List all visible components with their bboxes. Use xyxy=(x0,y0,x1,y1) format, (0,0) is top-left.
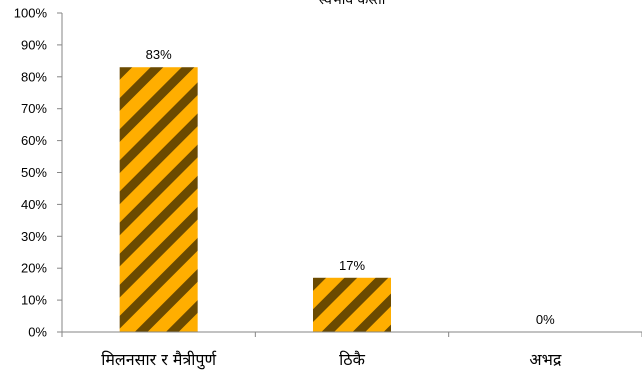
y-tick-label: 50% xyxy=(21,165,47,180)
y-tick-label: 80% xyxy=(21,69,47,84)
category-label: ठिकै xyxy=(339,350,365,369)
bars xyxy=(119,67,391,332)
y-tick-label: 100% xyxy=(14,6,48,21)
y-tick-label: 40% xyxy=(21,197,47,212)
chart-title: स्वभाव कस्तो xyxy=(319,0,386,8)
y-tick-label: 30% xyxy=(21,229,47,244)
data-label: 83% xyxy=(146,47,172,62)
category-label: मिलनसार र मैत्रीपुर्ण xyxy=(101,350,217,370)
y-tick-label: 10% xyxy=(21,293,47,308)
y-tick-label: 90% xyxy=(21,37,47,52)
data-label: 0% xyxy=(536,312,555,327)
bar xyxy=(119,67,198,332)
y-tick-label: 60% xyxy=(21,133,47,148)
category-labels: मिलनसार र मैत्रीपुर्ण ठिकै अभद्र xyxy=(101,350,562,370)
y-axis-ticks: 0% 10% 20% 30% 40% 50% 60% 70% 80% 90% 100% xyxy=(14,6,62,340)
y-tick-label: 0% xyxy=(28,325,47,340)
data-label: 17% xyxy=(339,258,365,273)
category-label: अभद्र xyxy=(529,350,561,369)
y-tick-label: 20% xyxy=(21,261,47,276)
bar xyxy=(313,277,391,332)
data-labels: 83% 17% 0% xyxy=(146,47,556,327)
y-tick-label: 70% xyxy=(21,101,47,116)
